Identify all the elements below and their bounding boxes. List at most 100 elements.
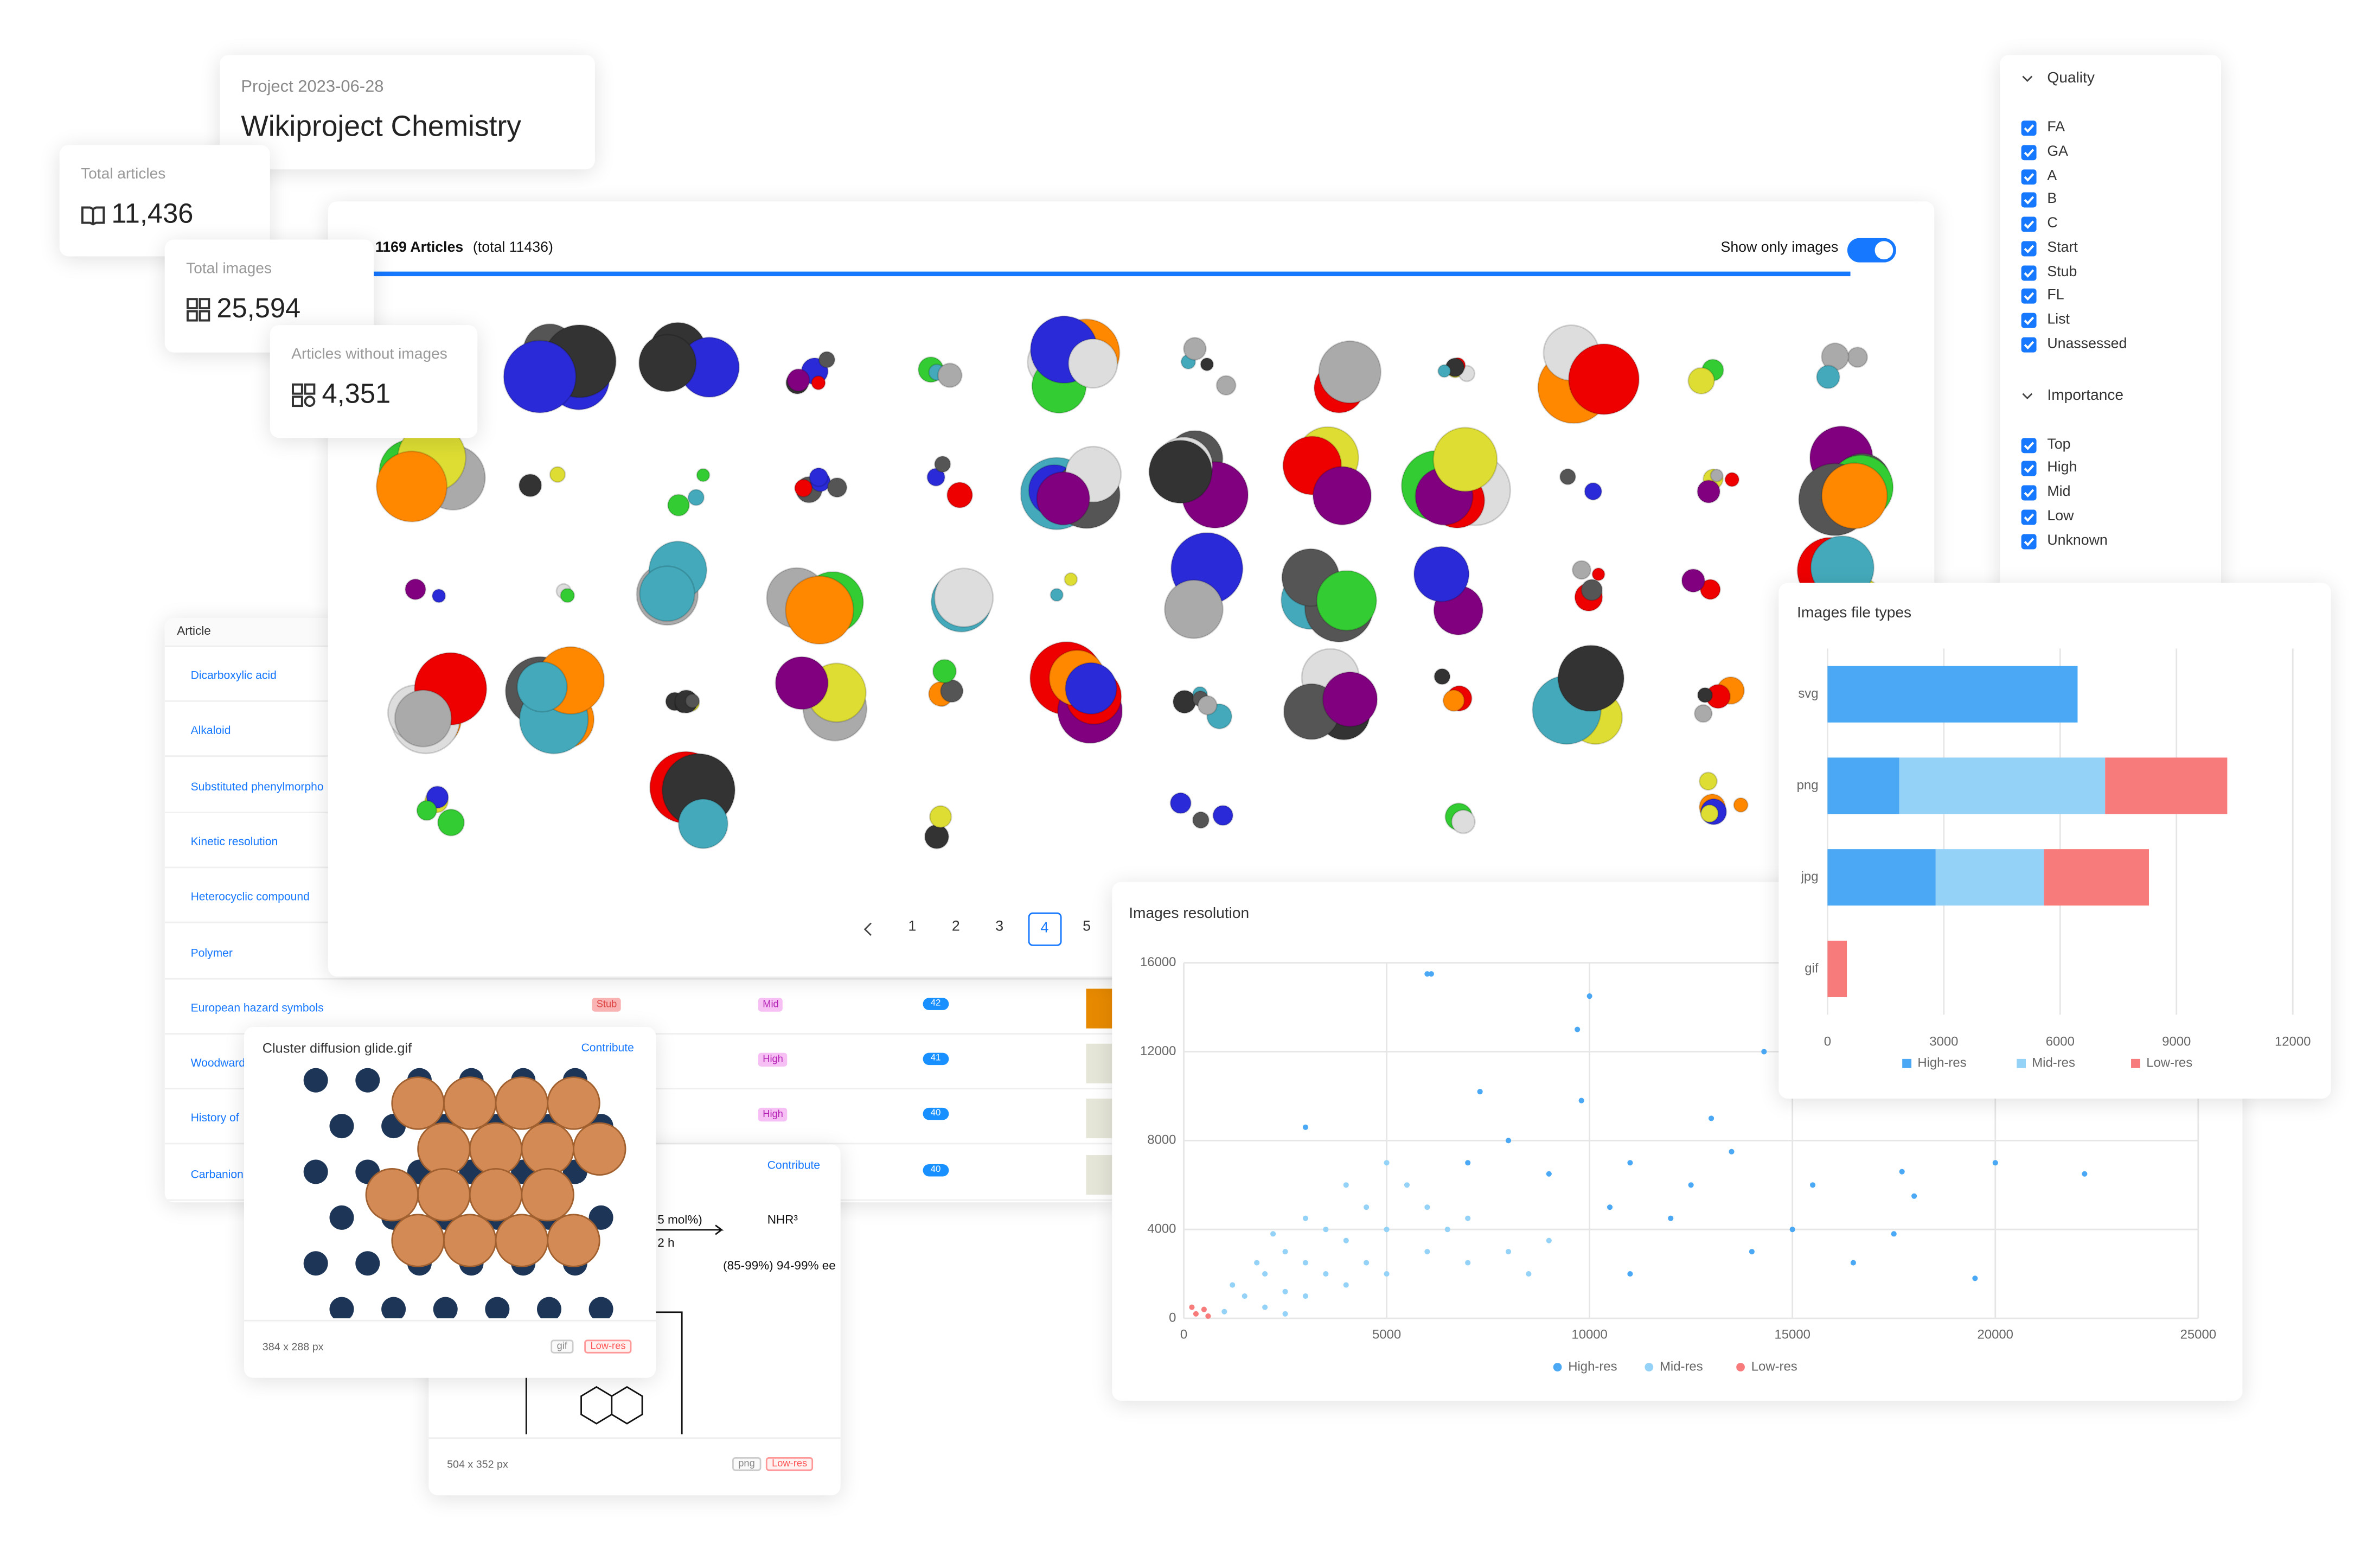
filter-option[interactable]: Start: [2047, 239, 2078, 256]
contribute-link[interactable]: Contribute: [581, 1041, 634, 1055]
scatter-point: [1505, 1138, 1512, 1144]
page-number[interactable]: 1: [908, 918, 917, 936]
legend-label[interactable]: Mid-res: [1660, 1359, 1703, 1374]
filter-option[interactable]: Unknown: [2047, 532, 2108, 549]
checkbox[interactable]: [2021, 533, 2037, 549]
molecule-atom: [1733, 797, 1749, 813]
legend-label[interactable]: High-res: [1568, 1359, 1617, 1374]
checkbox[interactable]: [2021, 264, 2037, 280]
atom: [547, 1214, 600, 1267]
article-link[interactable]: Heterocyclic compound: [190, 890, 310, 904]
scatter-point: [1270, 1231, 1276, 1237]
filter-option[interactable]: A: [2047, 167, 2057, 184]
checkbox-tick: [2024, 537, 2034, 546]
atom: [303, 1159, 328, 1184]
scatter-point: [1230, 1282, 1236, 1288]
page-number[interactable]: 3: [995, 918, 1004, 936]
article-link[interactable]: Carbanion: [190, 1166, 244, 1181]
checkbox[interactable]: [2021, 485, 2037, 501]
legend-label[interactable]: High-res: [1917, 1056, 1966, 1070]
filter-option[interactable]: High: [2047, 460, 2077, 477]
checkbox[interactable]: [2021, 240, 2037, 256]
filter-option[interactable]: FA: [2047, 119, 2065, 136]
article-link[interactable]: Substituted phenylmorpho: [190, 779, 324, 793]
checkbox[interactable]: [2021, 437, 2037, 452]
filter-option[interactable]: Unassessed: [2047, 335, 2127, 352]
molecule-atom: [687, 489, 705, 506]
stat-value: 4,351: [322, 378, 391, 409]
checkbox[interactable]: [2021, 312, 2037, 328]
atom: [417, 1122, 471, 1176]
page-number[interactable]: 5: [1083, 918, 1091, 936]
article-link[interactable]: Kinetic resolution: [190, 834, 278, 848]
article-link[interactable]: Polymer: [190, 945, 233, 959]
scatter-point: [1404, 1182, 1410, 1188]
checkbox[interactable]: [2021, 509, 2037, 525]
stat-value: 11,436: [111, 198, 194, 229]
molecule-atom: [1571, 560, 1592, 580]
legend-label[interactable]: Low-res: [2146, 1056, 2192, 1070]
atom: [417, 1167, 471, 1222]
contribute-link[interactable]: Contribute: [767, 1158, 821, 1172]
legend-label[interactable]: Low-res: [1751, 1359, 1797, 1374]
icon: [292, 383, 303, 395]
page-number[interactable]: 2: [951, 918, 960, 936]
filter-option[interactable]: FL: [2047, 287, 2064, 304]
toggle[interactable]: [1847, 238, 1896, 263]
tick-label: 9000: [2162, 1034, 2191, 1049]
scatter-point: [1729, 1149, 1735, 1154]
checkbox[interactable]: [2021, 120, 2037, 136]
molecule-atom: [932, 659, 957, 684]
filter-option[interactable]: List: [2047, 311, 2070, 328]
filter-option[interactable]: B: [2047, 191, 2057, 208]
article-link[interactable]: Alkaloid: [190, 723, 231, 738]
icon: [186, 310, 198, 322]
scatter-point: [1465, 1260, 1471, 1266]
checkbox[interactable]: [2021, 144, 2037, 160]
legend-swatch: [2131, 1058, 2140, 1068]
page-number[interactable]: 4: [1028, 912, 1061, 946]
molecule-atom: [1316, 570, 1378, 631]
filter-option[interactable]: Low: [2047, 507, 2074, 525]
scatter-point: [1384, 1227, 1390, 1233]
scatter-point: [1424, 1249, 1430, 1255]
checkbox[interactable]: [2021, 168, 2037, 184]
checkbox[interactable]: [2021, 193, 2037, 208]
molecule-atom: [1036, 471, 1091, 526]
bar: [1827, 757, 1899, 814]
molecule-atom: [933, 455, 951, 473]
checkbox[interactable]: [2021, 216, 2037, 232]
checkbox[interactable]: [2021, 289, 2037, 304]
file-tag: png: [732, 1457, 762, 1471]
filter-option[interactable]: Top: [2047, 435, 2071, 452]
filter-option[interactable]: GA: [2047, 143, 2069, 160]
molecule-atom: [1697, 479, 1721, 504]
molecule-atom: [1192, 811, 1210, 829]
scatter-point: [1384, 1271, 1390, 1277]
tick-label: svg: [1798, 686, 1818, 701]
thumbnail: [1086, 1099, 1112, 1139]
filter-title[interactable]: Quality: [2047, 70, 2095, 87]
molecule-atom: [1212, 805, 1234, 826]
molecule-atom: [809, 467, 829, 488]
checkbox[interactable]: [2021, 461, 2037, 477]
scatter-point: [1899, 1169, 1905, 1175]
progress-bar: [374, 271, 1851, 277]
filter-title[interactable]: Importance: [2047, 386, 2124, 404]
pager-prev[interactable]: [862, 922, 874, 937]
legend-label[interactable]: Mid-res: [2032, 1056, 2075, 1070]
filter-option[interactable]: C: [2047, 215, 2058, 232]
atom: [469, 1122, 523, 1176]
checkbox[interactable]: [2021, 336, 2037, 352]
icon: [199, 298, 210, 310]
article-link[interactable]: European hazard symbols: [190, 1000, 324, 1015]
image-count: 42: [923, 997, 949, 1010]
article-link[interactable]: History of: [190, 1111, 239, 1125]
filter-option[interactable]: Stub: [2047, 263, 2077, 280]
scatter-point: [1546, 1171, 1552, 1177]
article-link[interactable]: Woodward: [190, 1056, 246, 1070]
atom: [303, 1068, 328, 1093]
article-link[interactable]: Dicarboxylic acid: [190, 668, 277, 682]
scatter-point: [1578, 1098, 1584, 1103]
filter-option[interactable]: Mid: [2047, 483, 2071, 501]
